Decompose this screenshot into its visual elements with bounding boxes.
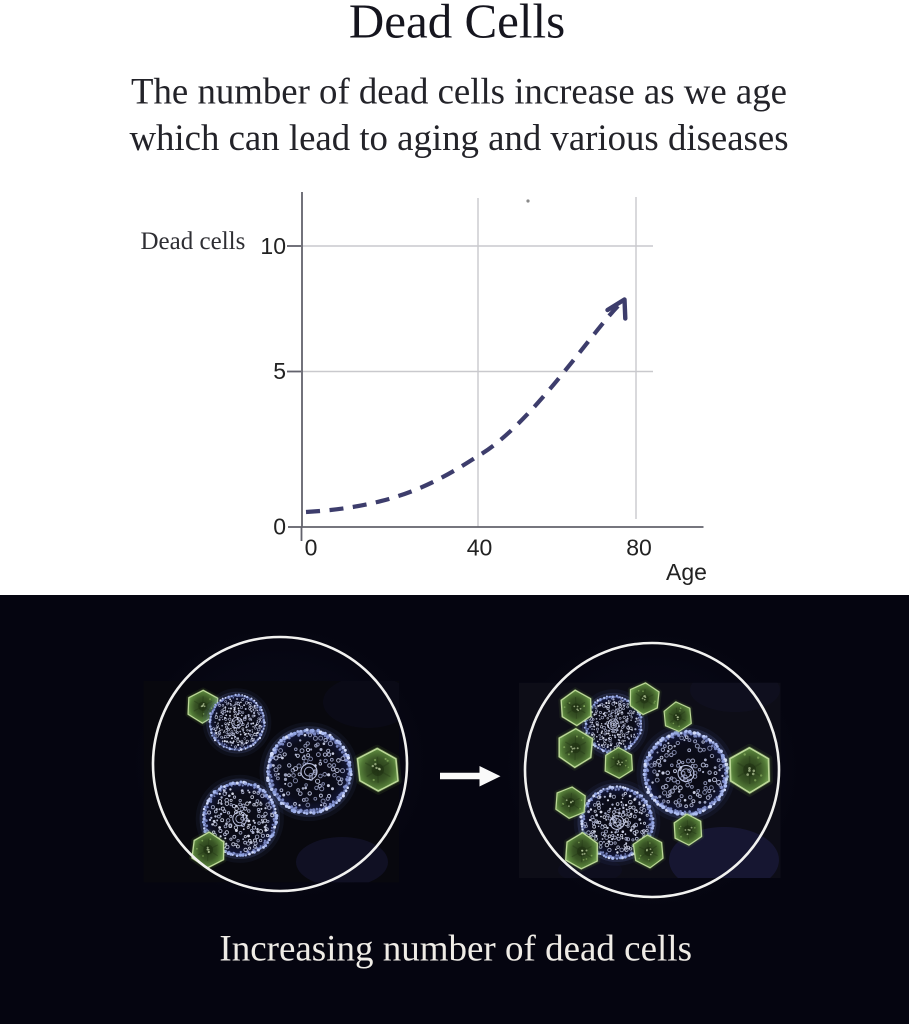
svg-text:0: 0 bbox=[273, 514, 286, 540]
svg-text:0: 0 bbox=[305, 535, 318, 561]
svg-text:The number of dead cells incre: The number of dead cells increase as we … bbox=[131, 71, 787, 112]
svg-text:5: 5 bbox=[273, 358, 286, 384]
svg-text:10: 10 bbox=[260, 233, 286, 259]
svg-text:Age: Age bbox=[666, 559, 707, 585]
svg-text:40: 40 bbox=[467, 535, 493, 561]
svg-text:Increasing number of dead cell: Increasing number of dead cells bbox=[219, 929, 692, 970]
svg-text:Dead cells: Dead cells bbox=[141, 228, 246, 255]
svg-text:80: 80 bbox=[626, 535, 652, 561]
svg-text:which can lead to aging and va: which can lead to aging and various dise… bbox=[129, 117, 788, 158]
svg-text:Dead Cells: Dead Cells bbox=[349, 0, 565, 49]
